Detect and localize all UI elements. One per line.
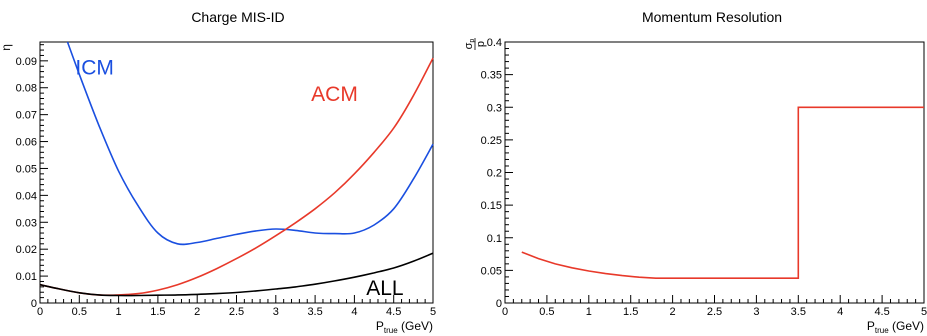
y-tick-label: 0.1 <box>487 233 502 245</box>
chart-title: Charge MIS-ID <box>191 9 284 25</box>
series-label-acm: ACM <box>311 83 358 106</box>
x-tick-label: 1 <box>116 306 122 318</box>
x-axis-label-sub: true <box>384 326 398 335</box>
y-tick-label: 0 <box>496 298 502 310</box>
x-tick-label: 5 <box>921 306 927 318</box>
y-tick-label: 0.05 <box>481 265 502 277</box>
y-tick-label: 0.35 <box>481 70 502 82</box>
y-axis-label: σpp <box>463 38 487 50</box>
y-tick-label: 0.2 <box>487 168 502 180</box>
chart-2: Momentum Resolution 0 0.5 1 1.5 2 2.5 3 3.5 4 4.5 5… <box>463 9 927 335</box>
y-axis-label: η <box>0 44 13 51</box>
x-tick-label: 4.5 <box>874 306 889 318</box>
x-tick-label: 4.5 <box>386 306 401 318</box>
x-tick-label: 3 <box>273 306 279 318</box>
x-axis-label-main: P <box>867 319 875 333</box>
x-tick-label: 0 <box>37 306 43 318</box>
y-tick-label: 0.25 <box>481 135 502 147</box>
y-tick-label: 0.07 <box>16 110 37 122</box>
x-tick-label: 1 <box>586 306 592 318</box>
x-tick-label: 0.5 <box>539 306 554 318</box>
x-axis-label-sub: true <box>875 326 889 335</box>
chart-title: Momentum Resolution <box>642 9 782 25</box>
y-tick-label: 0.09 <box>16 56 37 68</box>
y-tick-label: 0.15 <box>481 200 502 212</box>
y-tick-label: 0.4 <box>487 37 502 49</box>
x-tick-label: 0.5 <box>72 306 87 318</box>
x-tick-label: 4 <box>351 306 357 318</box>
plot-frame <box>504 41 925 304</box>
series-line-icm <box>66 41 434 246</box>
y-tick-label: 0.01 <box>16 271 37 283</box>
plot-frame <box>39 41 434 304</box>
x-axis-label-main: P <box>376 319 384 333</box>
series-line <box>521 106 924 279</box>
x-tick-label: 5 <box>430 306 436 318</box>
x-tick-label: 2 <box>670 306 676 318</box>
x-tick-label: 1.5 <box>150 306 165 318</box>
y-tick-label: 0.05 <box>16 163 37 175</box>
x-tick-label: 1.5 <box>623 306 638 318</box>
y-tick-label: 0.06 <box>16 137 37 149</box>
x-tick-label: 2.5 <box>707 306 722 318</box>
x-axis-label: Ptrue (GeV) <box>376 319 433 335</box>
y-tick-label: 0 <box>31 298 37 310</box>
x-tick-label: 3.5 <box>307 306 322 318</box>
y-tick-label: 0.02 <box>16 244 37 256</box>
y-tick-label: 0.03 <box>16 217 37 229</box>
x-tick-label: 0 <box>502 306 508 318</box>
x-axis-label-unit: (GeV) <box>398 319 433 333</box>
y-tick-label: 0.04 <box>16 190 37 202</box>
y-axis-label-numerator: σp <box>463 39 476 50</box>
x-axis-label: Ptrue (GeV) <box>867 319 924 335</box>
y-tick-label: 0.08 <box>16 83 37 95</box>
chart-1: Charge MIS-ID 0 0.5 1 1.5 2 2.5 3 3.5 4 4.5 5 0 0.01 0… <box>0 9 436 335</box>
x-axis-label-unit: (GeV) <box>889 319 924 333</box>
y-axis-label-denominator: p <box>475 41 487 47</box>
x-tick-label: 4 <box>837 306 843 318</box>
series-label-all: ALL <box>366 277 403 300</box>
x-tick-label: 2 <box>194 306 200 318</box>
series-line-acm <box>39 57 434 296</box>
series-line-all <box>39 252 434 297</box>
series-label-icm: ICM <box>75 56 114 79</box>
y-axis-label-sigma-sub: p <box>469 39 476 43</box>
x-tick-label: 3 <box>753 306 759 318</box>
x-tick-label: 3.5 <box>791 306 806 318</box>
y-axis-label-sigma: σ <box>463 42 475 49</box>
x-tick-label: 2.5 <box>229 306 244 318</box>
y-tick-label: 0.3 <box>487 102 502 114</box>
